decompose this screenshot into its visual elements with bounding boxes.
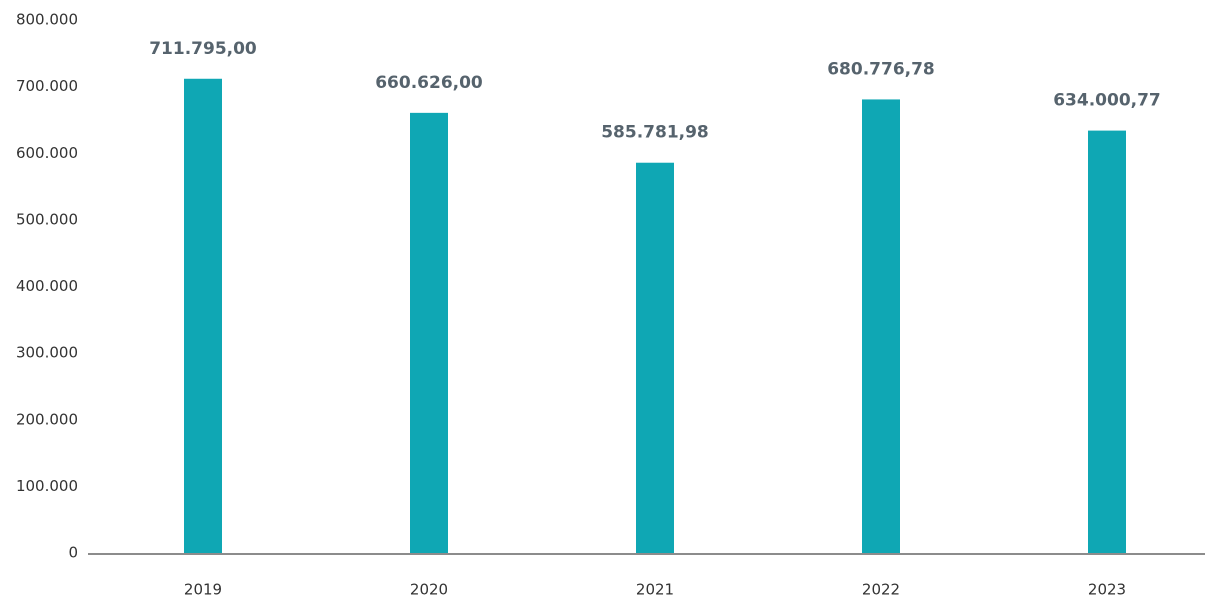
bar	[862, 99, 900, 554]
x-tick-label: 2020	[410, 581, 448, 599]
y-tick-label: 800.000	[16, 11, 78, 29]
y-tick-label: 600.000	[16, 144, 78, 162]
x-tick-label: 2021	[636, 581, 674, 599]
bar	[410, 112, 448, 554]
bar	[1088, 130, 1126, 553]
x-tick-label: 2022	[862, 581, 900, 599]
y-tick-label: 400.000	[16, 277, 78, 295]
y-tick-label: 100.000	[16, 477, 78, 495]
y-tick-label: 300.000	[16, 344, 78, 362]
bar	[636, 162, 674, 553]
y-tick-label: 0	[68, 544, 78, 562]
value-label: 634.000,77	[1053, 91, 1161, 111]
y-tick-label: 200.000	[16, 410, 78, 428]
y-tick-label: 700.000	[16, 77, 78, 95]
x-tick-label: 2023	[1088, 581, 1126, 599]
y-tick-label: 500.000	[16, 210, 78, 228]
value-label: 585.781,98	[601, 123, 709, 143]
value-label: 711.795,00	[149, 39, 257, 59]
value-label: 660.626,00	[375, 73, 483, 93]
bar	[184, 78, 222, 554]
value-label: 680.776,78	[827, 59, 935, 79]
x-tick-label: 2019	[184, 581, 222, 599]
